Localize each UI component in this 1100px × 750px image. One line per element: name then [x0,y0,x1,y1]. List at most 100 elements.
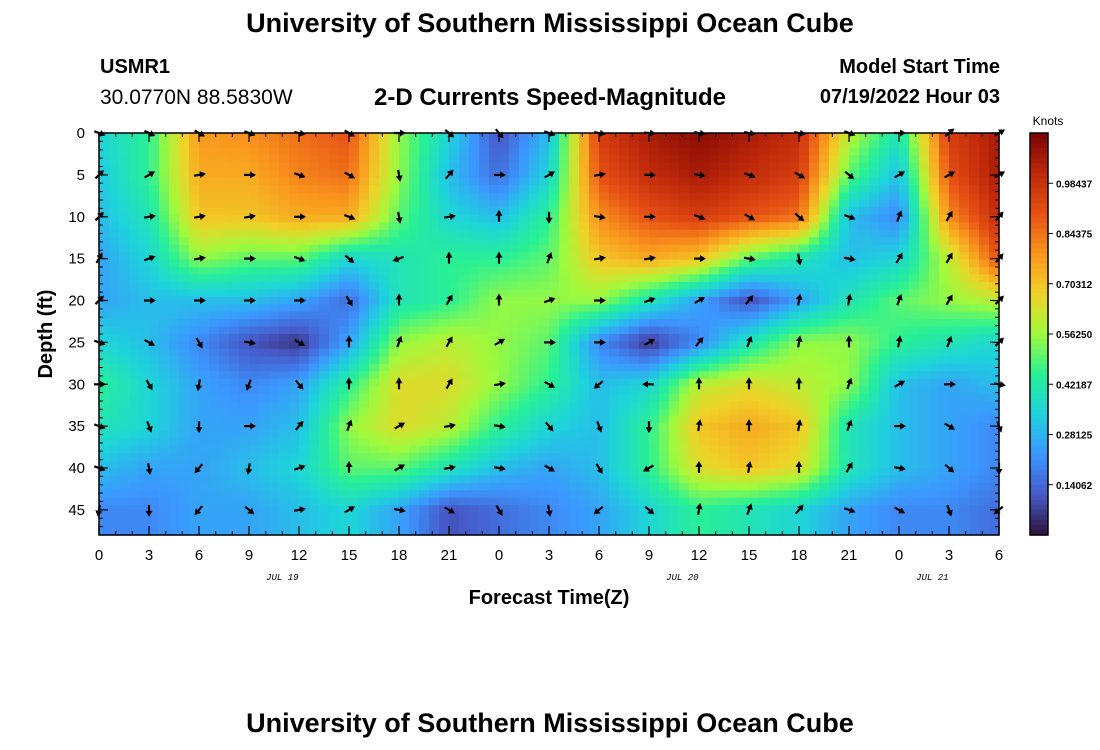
heatmap-cell [789,192,800,201]
heatmap-cell [779,200,790,209]
heatmap-cell [639,155,650,164]
heatmap-cell [989,348,1000,357]
heatmap-cell [589,207,600,216]
heatmap-cell [749,475,760,484]
heatmap-cell [319,341,330,350]
heatmap-cell [329,281,340,290]
heatmap-cell [119,401,130,410]
heatmap-cell [429,237,440,246]
heatmap-cell [239,371,250,380]
heatmap-cell [379,326,390,335]
heatmap-cell [889,244,900,253]
heatmap-cell [289,401,300,410]
heatmap-cell [949,259,960,268]
heatmap-cell [709,259,720,268]
heatmap-cell [379,453,390,462]
heatmap-cell [889,363,900,372]
heatmap-cell [779,207,790,216]
heatmap-cell [469,348,480,357]
heatmap-cell [319,460,330,469]
heatmap-cell [189,378,200,387]
heatmap-cell [429,334,440,343]
heatmap-cell [269,289,280,298]
heatmap-cell [239,341,250,350]
heatmap-cell [719,140,730,149]
heatmap-cell [479,415,490,424]
heatmap-cell [979,311,990,320]
heatmap-cell [509,326,520,335]
heatmap-cell [649,482,660,491]
heatmap-cell [879,520,890,529]
heatmap-cell [559,453,570,462]
heatmap-cell [809,527,820,536]
heatmap-cell [959,430,970,439]
heatmap-cell [359,490,370,499]
heatmap-cell [259,520,270,529]
heatmap-cell [599,281,610,290]
heatmap-cell [109,371,120,380]
heatmap-cell [379,393,390,402]
heatmap-cell [989,408,1000,417]
heatmap-cell [219,445,230,454]
heatmap-cell [429,505,440,514]
heatmap-cell [129,348,140,357]
heatmap-cell [619,311,630,320]
heatmap-cell [869,281,880,290]
heatmap-cell [609,363,620,372]
heatmap-cell [219,214,230,223]
heatmap-cell [319,348,330,357]
heatmap-cell [669,147,680,156]
heatmap-cell [579,415,590,424]
heatmap-cell [429,341,440,350]
heatmap-cell [309,468,320,477]
heatmap-cell [99,348,110,357]
current-direction-arrow [193,254,206,262]
heatmap-cell [579,520,590,529]
heatmap-cell [709,520,720,529]
heatmap-cell [689,378,700,387]
heatmap-cell [209,512,220,521]
heatmap-cell [689,505,700,514]
heatmap-cell [369,296,380,305]
heatmap-cell [419,363,430,372]
heatmap-cell [649,229,660,238]
heatmap-cell [749,326,760,335]
heatmap-cell [179,378,190,387]
heatmap-cell [469,438,480,447]
current-direction-arrow [744,295,754,306]
heatmap-cell [169,505,180,514]
heatmap-cell [859,140,870,149]
heatmap-cell [169,408,180,417]
heatmap-cell [479,341,490,350]
heatmap-cell [199,475,210,484]
heatmap-cell [429,520,440,529]
heatmap-cell [929,162,940,171]
heatmap-cell [369,520,380,529]
heatmap-cell [919,162,930,171]
heatmap-cell [509,348,520,357]
heatmap-cell [399,319,410,328]
heatmap-cell [519,133,530,142]
heatmap-cell [169,460,180,469]
heatmap-cell [869,356,880,365]
heatmap-cell [889,460,900,469]
heatmap-cell [789,177,800,186]
heatmap-cell [739,438,750,447]
heatmap-cell [599,200,610,209]
heatmap-cell [879,267,890,276]
heatmap-cell [889,289,900,298]
heatmap-cell [829,296,840,305]
heatmap-cell [119,200,130,209]
heatmap-cell [579,408,590,417]
heatmap-cell [769,341,780,350]
heatmap-cell [139,408,150,417]
heatmap-cell [139,200,150,209]
heatmap-cell [129,244,140,253]
heatmap-cell [379,170,390,179]
heatmap-cell [979,341,990,350]
heatmap-cell [529,497,540,506]
heatmap-cell [609,527,620,536]
heatmap-cell [189,252,200,261]
heatmap-cell [289,155,300,164]
heatmap-cell [849,229,860,238]
